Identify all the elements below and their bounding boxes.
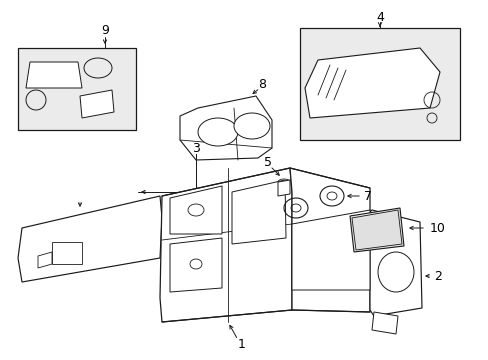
Polygon shape — [160, 168, 291, 322]
Polygon shape — [289, 168, 369, 312]
Text: 4: 4 — [375, 10, 383, 23]
Polygon shape — [170, 186, 222, 234]
Text: 6: 6 — [291, 221, 299, 234]
Text: 8: 8 — [258, 77, 265, 90]
Text: 1: 1 — [238, 338, 245, 351]
Text: 7: 7 — [363, 189, 371, 202]
Text: 10: 10 — [429, 221, 445, 234]
Bar — [18, 48, 136, 130]
Text: 9: 9 — [101, 23, 109, 36]
Bar — [299, 28, 459, 140]
Polygon shape — [369, 210, 421, 316]
Polygon shape — [18, 196, 162, 282]
Ellipse shape — [234, 113, 269, 139]
Polygon shape — [38, 252, 52, 268]
Bar — [52, 242, 82, 264]
Ellipse shape — [198, 118, 238, 146]
Polygon shape — [26, 62, 82, 88]
Polygon shape — [80, 90, 114, 118]
Polygon shape — [170, 238, 222, 292]
Polygon shape — [278, 180, 289, 196]
Text: 5: 5 — [264, 156, 271, 168]
Polygon shape — [371, 312, 397, 334]
Text: 2: 2 — [433, 270, 441, 283]
Polygon shape — [305, 48, 439, 118]
Text: 3: 3 — [192, 141, 200, 154]
Polygon shape — [180, 96, 271, 160]
Polygon shape — [291, 210, 369, 290]
Polygon shape — [349, 208, 403, 252]
Polygon shape — [231, 180, 285, 244]
